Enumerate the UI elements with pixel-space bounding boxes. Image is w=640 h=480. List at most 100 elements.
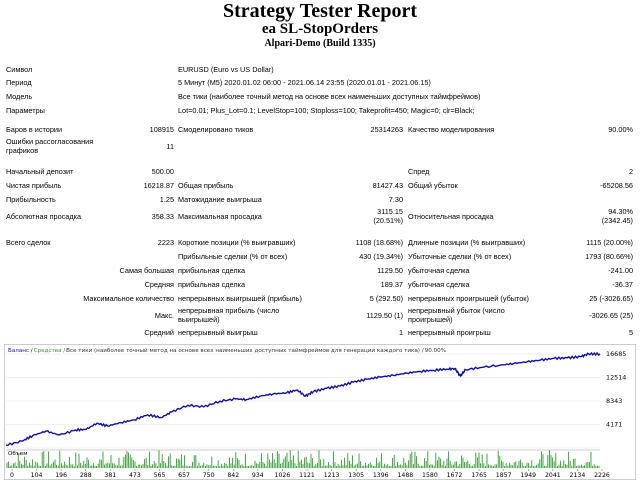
ticks-label: Смоделировано тиков xyxy=(178,125,254,134)
x-tick-label: 1765 xyxy=(471,472,487,479)
max-consec-profit-label: непрерывная прибыль (число выигрышей) xyxy=(178,306,280,324)
x-tick-label: 842 xyxy=(227,472,239,479)
legend-item-0: Баланс / xyxy=(8,348,33,354)
avg-consec-losses-value: 5 xyxy=(628,328,633,337)
balance-chart: Объем Баланс / Средства / Все тики (наиб… xyxy=(4,344,636,480)
legend-item-2: Все тики (наиболее точный метод на основ… xyxy=(66,347,424,354)
short-positions-label: Короткие позиции (% выигравших) xyxy=(178,238,296,247)
symbol-label: Символ xyxy=(6,65,33,74)
bars-value: 108915 xyxy=(149,125,174,134)
long-positions-label: Длинные позиции (% выигравших) xyxy=(408,238,526,247)
avg-consec-wins-label: непрерывный выигрыш xyxy=(178,328,258,337)
quality-value: 90.00% xyxy=(608,125,633,134)
gross-profit-label: Общая прибыль xyxy=(178,181,234,190)
max-label: Макс. xyxy=(154,311,174,320)
relative-drawdown-value: (2342.45) xyxy=(601,216,633,225)
x-tick-label: 2226 xyxy=(594,472,610,479)
loss-trades-value: 1793 (80.66%) xyxy=(585,252,633,261)
relative-drawdown-percent: 94.30% xyxy=(608,207,633,216)
average-profit-label: прибыльная сделка xyxy=(178,280,246,289)
y-tick-label: 4171 xyxy=(606,421,622,429)
average-loss-label: убыточная сделка xyxy=(408,280,470,289)
max-consec-loss-label: непрерывный убыток (число проигрышей) xyxy=(408,306,505,324)
gross-profit-value: 81427.43 xyxy=(372,181,403,190)
max-consec-loss-value: -3026.65 (25) xyxy=(589,311,633,320)
report-subtitle: ea SL-StopOrders xyxy=(261,21,379,37)
gross-loss-value: -65208.56 xyxy=(600,181,633,190)
x-tick-label: 381 xyxy=(104,472,116,479)
x-tick-label: 1026 xyxy=(275,472,291,479)
chart-frame xyxy=(4,344,636,480)
net-profit-value: 16218.87 xyxy=(143,181,174,190)
x-tick-label: 750 xyxy=(203,472,215,479)
max-consec-losses-value: 25 (-3026.65) xyxy=(589,294,633,303)
balance-line xyxy=(5,351,601,447)
symbol-value: EURUSD (Euro vs US Dollar) xyxy=(178,65,274,74)
relative-drawdown-label: Относительная просадка xyxy=(408,212,494,221)
deposit-label: Начальный депозит xyxy=(6,167,74,176)
profit-factor-label: Прибыльность xyxy=(6,195,56,204)
chart-grid: Объем xyxy=(6,353,600,457)
expected-payoff-label: Матожидание выигрыша xyxy=(178,195,262,204)
x-axis-ticks: 0 104 196 288 381 473 565 657 750 842 934 1026 1121 1… xyxy=(10,469,610,479)
avg-consec-wins-value: 1 xyxy=(398,328,403,337)
absolute-drawdown-label: Абсолютная просадка xyxy=(6,212,82,221)
period-value: 5 Минут (M5) 2020.01.02 06:00 - 2021.06.… xyxy=(178,78,431,87)
report-server: Alpari-Demo (Build 1335) xyxy=(264,38,376,49)
gross-loss-label: Общий убыток xyxy=(408,181,458,190)
x-tick-label: 1396 xyxy=(373,472,389,479)
max-drawdown-percent: (20.51%) xyxy=(373,216,403,225)
spread-label: Спред xyxy=(408,167,430,176)
profit-factor-value: 1.25 xyxy=(159,195,174,204)
x-tick-label: 1305 xyxy=(348,472,364,479)
max-consec-losses-label: непрерывных проигрышей (убыток) xyxy=(408,294,529,303)
total-trades-value: 2223 xyxy=(157,238,174,247)
largest-loss-label: убыточная сделка xyxy=(408,266,470,275)
net-profit-label: Чистая прибыль xyxy=(6,181,62,190)
x-tick-label: 0 xyxy=(10,472,14,479)
max-count-label: Максимальное количество xyxy=(83,294,174,303)
x-tick-label: 196 xyxy=(55,472,67,479)
x-tick-label: 1121 xyxy=(299,472,315,479)
x-tick-label: 2041 xyxy=(545,472,561,479)
x-tick-label: 1857 xyxy=(496,472,512,479)
avg-consec-label: Средний xyxy=(144,328,174,337)
errors-label: Ошибки рассогласования графиков xyxy=(6,137,94,155)
legend-item-3: 90.00% xyxy=(425,348,446,354)
short-positions-value: 1108 (18.68%) xyxy=(355,238,403,247)
spread-value: 2 xyxy=(628,167,633,176)
x-tick-label: 934 xyxy=(252,472,264,479)
profit-trades-label: Прибыльные сделки (% от всех) xyxy=(178,252,288,261)
largest-profit-label: прибыльная сделка xyxy=(178,266,246,275)
chart-legend: Баланс / Средства / Все тики (наиболее т… xyxy=(8,347,446,354)
x-tick-label: 1213 xyxy=(324,472,340,479)
max-drawdown-value: 3115.15 xyxy=(377,207,403,216)
max-consec-profit-value: 1129.50 (1) xyxy=(366,311,403,320)
legend-item-1: Средства / xyxy=(34,348,66,354)
y-axis-ticks: 16685 12514 8343 4171 xyxy=(606,350,626,429)
total-trades-label: Всего сделок xyxy=(6,238,51,247)
largest-profit-value: 1129.50 xyxy=(377,266,403,275)
x-tick-label: 288 xyxy=(80,472,92,479)
period-label: Период xyxy=(6,78,32,87)
x-tick-label: 1488 xyxy=(397,472,413,479)
loss-trades-label: Убыточные сделки (% от всех) xyxy=(408,252,512,261)
quality-label: Качество моделирования xyxy=(408,125,495,134)
params-value: Lot=0.01; Plus_Lot=0.1; LevelStop=100; S… xyxy=(178,106,475,115)
model-label: Модель xyxy=(6,92,33,101)
y-tick-label: 8343 xyxy=(606,397,622,405)
deposit-value: 500.00 xyxy=(151,167,174,176)
x-tick-label: 473 xyxy=(129,472,141,479)
x-tick-label: 1672 xyxy=(447,472,463,479)
average-loss-value: -36.37 xyxy=(612,280,633,289)
volume-bars xyxy=(6,450,600,468)
largest-loss-value: -241.00 xyxy=(608,266,633,275)
volume-label: Объем xyxy=(8,451,27,457)
x-tick-label: 657 xyxy=(178,472,190,479)
max-consec-wins-label: непрерывных выигрышей (прибыль) xyxy=(178,294,302,303)
average-label: Средняя xyxy=(144,280,174,289)
average-profit-value: 189.37 xyxy=(380,280,403,289)
y-tick-label: 12514 xyxy=(606,374,626,382)
x-tick-label: 1949 xyxy=(520,472,536,479)
report-title: Strategy Tester Report xyxy=(222,0,418,22)
